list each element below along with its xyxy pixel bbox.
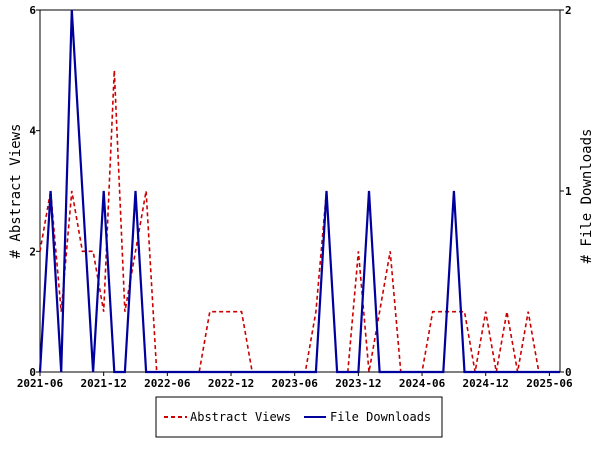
axis-ticks — [36, 9, 564, 376]
legend: Abstract Views File Downloads — [155, 396, 443, 438]
x-tick-label: 2023-12 — [335, 377, 381, 390]
x-tick-label: 2025-06 — [526, 377, 573, 390]
series-line-abstract-views — [39, 70, 560, 373]
y-right-tick-label: 1 — [565, 185, 572, 198]
x-tick-label: 2021-06 — [17, 377, 64, 390]
x-tick-labels: 2021-06 2021-12 2022-06 2022-12 2023-06 2023-… — [17, 377, 573, 390]
y-right-tick-labels: 0 1 2 — [565, 4, 572, 379]
y-right-tick-label: 0 — [565, 366, 572, 379]
series-lines — [38, 9, 560, 374]
y-left-axis-title: # Abstract Views — [8, 124, 24, 259]
x-tick-label: 2022-12 — [208, 377, 254, 390]
x-tick-label: 2024-06 — [399, 377, 446, 390]
x-tick-label: 2024-12 — [463, 377, 509, 390]
legend-box — [155, 396, 443, 438]
plot-area — [39, 9, 561, 373]
x-tick-label: 2023-06 — [272, 377, 319, 390]
y-left-tick-label: 2 — [29, 245, 36, 258]
y-left-tick-label: 4 — [29, 125, 36, 138]
y-left-tick-labels: 0 2 4 6 — [29, 4, 36, 379]
legend-label-file-downloads: File Downloads — [330, 410, 431, 424]
y-left-tick-label: 0 — [29, 366, 36, 379]
x-tick-label: 2022-06 — [144, 377, 191, 390]
y-left-tick-label: 6 — [29, 4, 36, 17]
x-tick-label: 2021-12 — [80, 377, 126, 390]
legend-label-abstract-views: Abstract Views — [190, 410, 291, 424]
series-line-file-downloads — [38, 9, 560, 374]
y-right-tick-label: 2 — [565, 4, 572, 17]
y-right-axis-title: # File Downloads — [579, 129, 595, 264]
